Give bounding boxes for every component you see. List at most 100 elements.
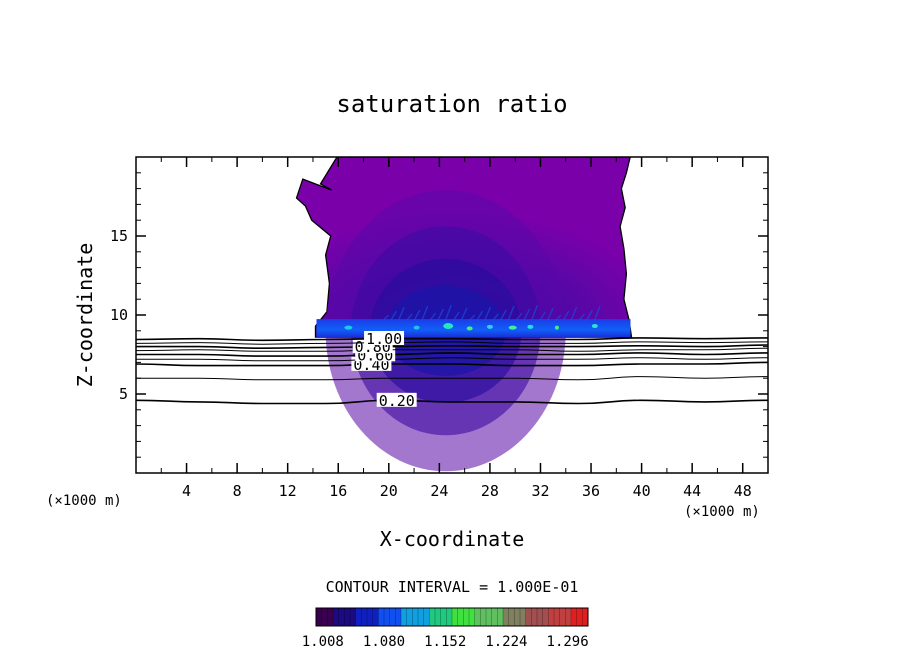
plume-streak <box>538 311 546 322</box>
x-tick-label: 44 <box>683 482 701 500</box>
plume-speckle-6 <box>344 325 353 330</box>
colorbar-swatch <box>520 608 527 626</box>
colorbar-swatch <box>514 608 521 626</box>
colorbar-swatch <box>452 608 459 626</box>
plume-speckle-3 <box>508 325 517 330</box>
plume-streak <box>389 310 397 322</box>
colorbar-swatch <box>418 608 425 626</box>
colorbar-swatch <box>423 608 430 626</box>
colorbar-swatch <box>491 608 498 626</box>
colorbar: 1.008 1.080 1.152 1.224 1.296 <box>302 607 589 650</box>
plume-streak <box>530 304 539 322</box>
colorbar-swatch <box>316 608 323 626</box>
colorbar-swatch <box>429 608 436 626</box>
plume-streak <box>585 309 593 322</box>
colorbar-swatch <box>525 608 532 626</box>
plume-streak <box>562 310 570 322</box>
plume-streak <box>483 306 492 322</box>
x-tick-label: 28 <box>481 482 499 500</box>
plume-streak <box>491 313 499 322</box>
colorbar-swatch <box>497 608 504 626</box>
plume-speckle-4 <box>527 324 534 329</box>
plume-speckle-8 <box>554 325 559 330</box>
y-tick-label: 15 <box>110 227 128 245</box>
colorbar-swatch <box>344 608 351 626</box>
colorbar-swatch <box>537 608 544 626</box>
plume-streak <box>397 306 405 322</box>
colorbar-swatch <box>435 608 442 626</box>
plume-streak <box>405 313 413 322</box>
plume-streak <box>421 305 429 322</box>
x-axis-ticks: 4 8 12 16 20 24 28 32 36 40 44 48 <box>160 157 752 500</box>
x-tick-label: 32 <box>531 482 549 500</box>
colorbar-swatch <box>480 608 487 626</box>
plume-streak <box>444 304 452 322</box>
plume-base-layer <box>316 319 631 338</box>
contour-line <box>136 337 768 342</box>
colorbar-swatch <box>446 608 453 626</box>
colorbar-swatch <box>565 608 572 626</box>
colorbar-swatch <box>333 608 340 626</box>
plume-streak <box>381 314 389 322</box>
colorbar-swatch <box>412 608 419 626</box>
plume-streak <box>593 305 601 322</box>
contour-label-bg <box>364 330 405 345</box>
x-tick-label: 12 <box>279 482 297 500</box>
contour-label-bg <box>376 392 417 407</box>
plume-speckle-1 <box>466 326 473 331</box>
colorbar-swatch <box>531 608 538 626</box>
contour-line <box>136 357 768 362</box>
colorbar-swatch <box>395 608 402 626</box>
colorbar-swatch <box>406 608 413 626</box>
colorbar-label: 1.152 <box>424 634 466 650</box>
colorbar-swatch <box>469 608 476 626</box>
colorbar-frame <box>315 607 589 627</box>
colorbar-swatch <box>321 608 328 626</box>
plume-speckle-7 <box>591 324 598 329</box>
colorbar-swatch <box>559 608 566 626</box>
plume-streak <box>522 308 531 322</box>
y-tick-label: 5 <box>119 385 128 403</box>
colorbar-swatch <box>554 608 561 626</box>
x-tick-label: 24 <box>430 482 448 500</box>
colorbar-swatch <box>361 608 368 626</box>
y-axis-title: Z-coordinate <box>73 243 97 388</box>
colorbar-label: 1.008 <box>302 634 344 650</box>
colorbar-swatch <box>367 608 374 626</box>
colorbar-swatch <box>384 608 391 626</box>
plume-streak <box>475 310 484 322</box>
plume-streak <box>507 305 515 322</box>
colorbar-label: 1.224 <box>485 634 527 650</box>
colorbar-swatch <box>508 608 515 626</box>
colorbar-swatch <box>548 608 555 626</box>
colorbar-swatch <box>457 608 464 626</box>
plume-streak <box>577 313 585 322</box>
colorbar-swatch <box>576 608 583 626</box>
plume-speckle-2 <box>486 324 493 329</box>
plume-streak <box>499 309 507 322</box>
contour-label: 1.00 <box>366 330 402 348</box>
x-tick-label: 48 <box>734 482 752 500</box>
colorbar-label: 1.296 <box>547 634 589 650</box>
plume-streak <box>515 312 523 322</box>
plume-streak <box>460 307 468 322</box>
colorbar-swatch <box>486 608 493 626</box>
colorbar-swatch <box>542 608 549 626</box>
colorbar-swatch <box>389 608 396 626</box>
supersaturated-region <box>295 157 633 472</box>
plot-area: 0.200.400.600.801.00 <box>136 157 768 472</box>
x-tick-label: 16 <box>329 482 347 500</box>
colorbar-swatch <box>401 608 408 626</box>
colorbar-swatch <box>582 608 589 626</box>
colorbar-swatch <box>327 608 334 626</box>
plume-streak <box>468 314 476 322</box>
plume-streak <box>413 309 421 322</box>
plume-streak <box>546 307 554 322</box>
plume-streak <box>436 308 444 322</box>
colorbar-swatch <box>350 608 357 626</box>
y-axis-unit: (×1000 m) <box>684 504 760 520</box>
colorbar-swatch <box>440 608 447 626</box>
plume-streak <box>554 314 562 322</box>
y-tick-label: 10 <box>110 306 128 324</box>
